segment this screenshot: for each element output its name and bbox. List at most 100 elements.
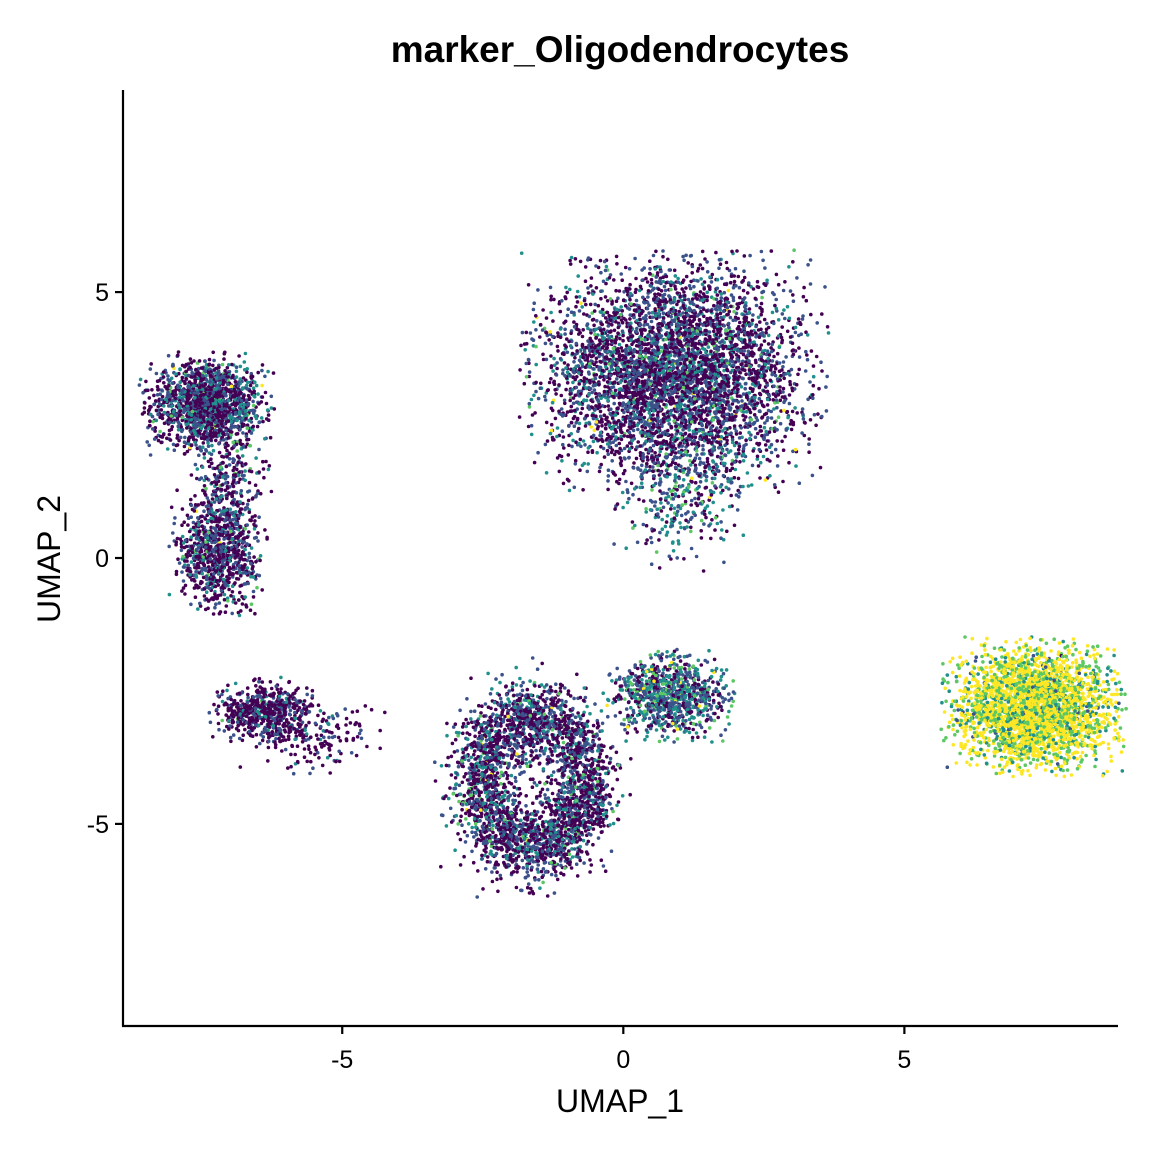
data-point <box>213 398 218 403</box>
data-point <box>255 694 259 698</box>
data-point <box>547 380 552 385</box>
data-point <box>225 432 229 436</box>
data-point <box>750 389 755 394</box>
data-point <box>322 735 326 740</box>
data-point <box>287 712 292 716</box>
data-point <box>279 687 283 691</box>
data-point <box>172 521 176 526</box>
data-point <box>354 721 359 725</box>
data-point <box>199 542 204 547</box>
data-point <box>189 497 193 502</box>
data-point <box>181 554 185 559</box>
data-point <box>532 320 536 324</box>
data-point <box>200 580 204 585</box>
data-point <box>220 699 225 704</box>
data-point <box>243 527 247 531</box>
data-point <box>219 589 224 593</box>
data-point <box>293 752 298 757</box>
data-point <box>168 393 172 398</box>
data-point <box>171 394 176 398</box>
data-point <box>190 546 195 550</box>
data-point <box>167 404 171 408</box>
data-point <box>742 269 746 274</box>
data-point <box>298 732 302 737</box>
data-point <box>238 427 242 432</box>
data-point <box>203 474 208 479</box>
data-point <box>298 715 302 719</box>
data-point <box>598 258 603 263</box>
data-point <box>767 430 772 434</box>
data-point <box>251 428 255 432</box>
data-point <box>294 729 299 733</box>
data-point <box>577 295 582 299</box>
data-point <box>234 490 239 495</box>
data-point <box>178 395 182 399</box>
data-point <box>247 480 252 485</box>
data-point <box>222 597 227 602</box>
data-point <box>669 315 673 319</box>
data-point <box>252 527 257 531</box>
data-point <box>554 392 558 396</box>
data-point <box>772 354 776 359</box>
data-point <box>209 438 213 442</box>
data-point <box>213 540 217 545</box>
data-point <box>192 586 197 590</box>
data-point <box>203 382 208 387</box>
data-point <box>231 712 235 717</box>
data-point <box>208 720 213 725</box>
data-point <box>236 723 240 728</box>
data-point <box>204 597 209 601</box>
data-point <box>252 536 257 540</box>
data-point <box>243 478 247 483</box>
data-point <box>317 756 321 760</box>
data-point <box>204 533 208 537</box>
data-point <box>159 440 163 445</box>
data-point <box>247 530 251 534</box>
data-point <box>217 433 221 438</box>
data-point <box>216 712 220 716</box>
data-point <box>791 293 795 297</box>
data-point <box>304 712 308 716</box>
data-point <box>228 572 233 577</box>
data-point <box>705 270 710 274</box>
data-point <box>226 599 230 603</box>
data-point <box>249 602 254 606</box>
data-point <box>193 401 198 405</box>
data-point <box>247 418 251 423</box>
data-point <box>538 335 542 339</box>
data-point <box>242 582 247 586</box>
data-point <box>156 388 160 392</box>
data-point <box>204 395 208 399</box>
data-point <box>241 540 245 544</box>
data-point <box>610 459 614 463</box>
data-point <box>226 683 230 688</box>
data-point <box>200 514 204 519</box>
data-point <box>229 426 233 431</box>
data-point <box>217 441 221 446</box>
data-point <box>287 697 291 701</box>
data-point <box>141 390 145 395</box>
data-point <box>260 363 265 367</box>
data-point <box>220 483 224 487</box>
data-point <box>532 393 536 398</box>
data-point <box>184 376 188 381</box>
data-point <box>220 362 225 367</box>
data-point <box>243 351 248 356</box>
data-point <box>269 394 274 399</box>
data-point <box>760 309 764 314</box>
data-point <box>187 529 192 534</box>
data-point <box>258 741 262 746</box>
data-point <box>214 533 218 537</box>
data-point <box>254 383 259 388</box>
data-point <box>193 378 198 382</box>
data-point <box>224 417 228 421</box>
data-point <box>287 730 291 735</box>
data-point <box>229 697 233 702</box>
data-point <box>245 380 250 385</box>
data-point <box>284 718 289 722</box>
data-point <box>160 388 164 393</box>
data-point <box>189 430 193 434</box>
data-point <box>212 434 217 438</box>
data-point <box>217 418 221 423</box>
data-point <box>210 563 215 567</box>
